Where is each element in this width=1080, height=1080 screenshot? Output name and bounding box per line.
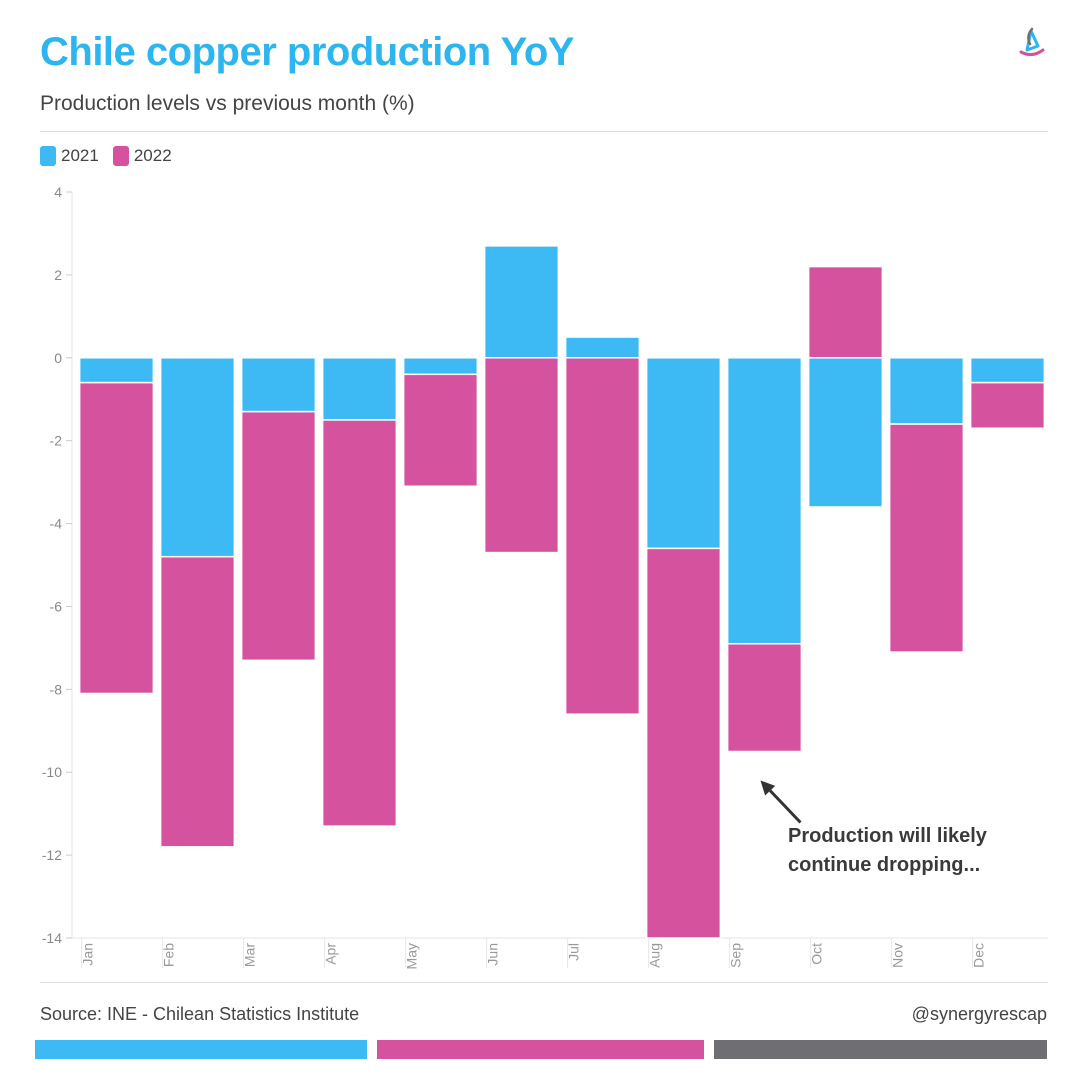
source-note: Source: INE - Chilean Statistics Institu… [40,1004,360,1024]
x-tick-label-may: May [404,943,420,969]
bar-2021-may[interactable] [402,357,479,376]
bar-2022-apr[interactable] [321,419,398,827]
x-tick-label-mar: Mar [242,943,258,967]
x-tick-label-feb: Feb [161,943,177,967]
x-tick-label-oct: Oct [809,943,825,965]
bar-2022-aug[interactable] [645,547,722,939]
x-tick-label-jan: Jan [80,943,96,966]
footer-stripe-gray [714,1040,1047,1059]
footer-stripe-blue [35,1040,367,1059]
bar-2021-nov[interactable] [888,357,965,425]
legend-swatch-2022 [112,146,129,166]
bar-2022-feb[interactable] [159,555,236,848]
header-divider [40,131,1048,132]
legend-item-2022[interactable]: 2022 [112,146,172,166]
bar-2021-aug[interactable] [645,357,722,550]
bar-2021-oct[interactable] [807,357,884,508]
bar-chart: 420-2-4-6-8-10-12-14 Jan Feb Mar Apr May Jun J… [42,184,1048,969]
bar-2022-jun[interactable] [483,357,560,554]
y-tick-label: 0 [54,350,62,366]
bar-2021-apr[interactable] [321,357,398,421]
x-tick-label-aug: Aug [647,943,663,968]
legend-label-2022: 2022 [133,146,172,165]
footer-divider [40,982,1048,983]
x-tick-label-dec: Dec [971,943,987,968]
legend: 2021 2022 [40,146,172,166]
bar-2021-jul[interactable] [564,336,641,359]
social-handle[interactable]: @synergyrescap [911,1004,1047,1024]
x-axis: Jan Feb Mar Apr May Jun Jul Aug Sep Oct Nov Dec [80,938,987,969]
legend-label-2021: 2021 [61,146,99,165]
bar-2022-nov[interactable] [888,423,965,653]
x-tick-label-nov: Nov [890,943,906,968]
y-tick-label: -2 [50,433,63,449]
chart-subtitle: Production levels vs previous month (%) [40,92,415,115]
annotation-arrow [769,789,802,824]
x-tick-label-sep: Sep [728,943,744,968]
y-tick-label: 2 [54,267,62,283]
annotation-arrow-head [760,780,776,796]
bar-2022-oct[interactable] [807,265,884,359]
y-tick-label: -8 [50,681,63,697]
annotation: Production will likely continue dropping… [760,780,988,876]
y-tick-label: -14 [42,930,62,946]
bar-2022-mar[interactable] [240,410,317,662]
bar-2021-sep[interactable] [726,357,803,645]
bar-2021-feb[interactable] [159,357,236,558]
y-axis: 4 2 0 -2 -4 -6 -8 -10 -12 -14 [42,184,1048,946]
chart-title: Chile copper production YoY [40,30,574,74]
bar-2021-dec[interactable] [969,357,1046,384]
footer-stripe-pink [377,1040,704,1059]
bar-2021-jun[interactable] [483,245,560,359]
bar-2022-jan[interactable] [78,381,155,695]
x-tick-label-apr: Apr [323,943,339,965]
bar-2022-jul[interactable] [564,357,641,715]
annotation-line-1: Production will likely [788,825,988,847]
x-tick-label-jul: Jul [566,943,582,961]
y-tick-label: -10 [42,764,62,780]
bar-2021-jan[interactable] [78,357,155,384]
bar-2022-sep[interactable] [726,642,803,753]
y-tick-label: -4 [50,516,63,532]
bar-2022-dec[interactable] [969,381,1046,429]
y-tick-label: -6 [50,598,63,614]
bar-2022-may[interactable] [402,373,479,488]
y-tick-label: -12 [42,847,62,863]
annotation-line-2: continue dropping... [788,854,980,876]
synergy-logo-icon [1019,27,1045,57]
x-tick-label-jun: Jun [485,943,501,966]
legend-swatch-2021 [40,146,56,166]
y-tick-label: 4 [54,184,62,200]
bars [78,245,1046,939]
legend-item-2021[interactable]: 2021 [40,146,99,166]
bar-2021-mar[interactable] [240,357,317,413]
